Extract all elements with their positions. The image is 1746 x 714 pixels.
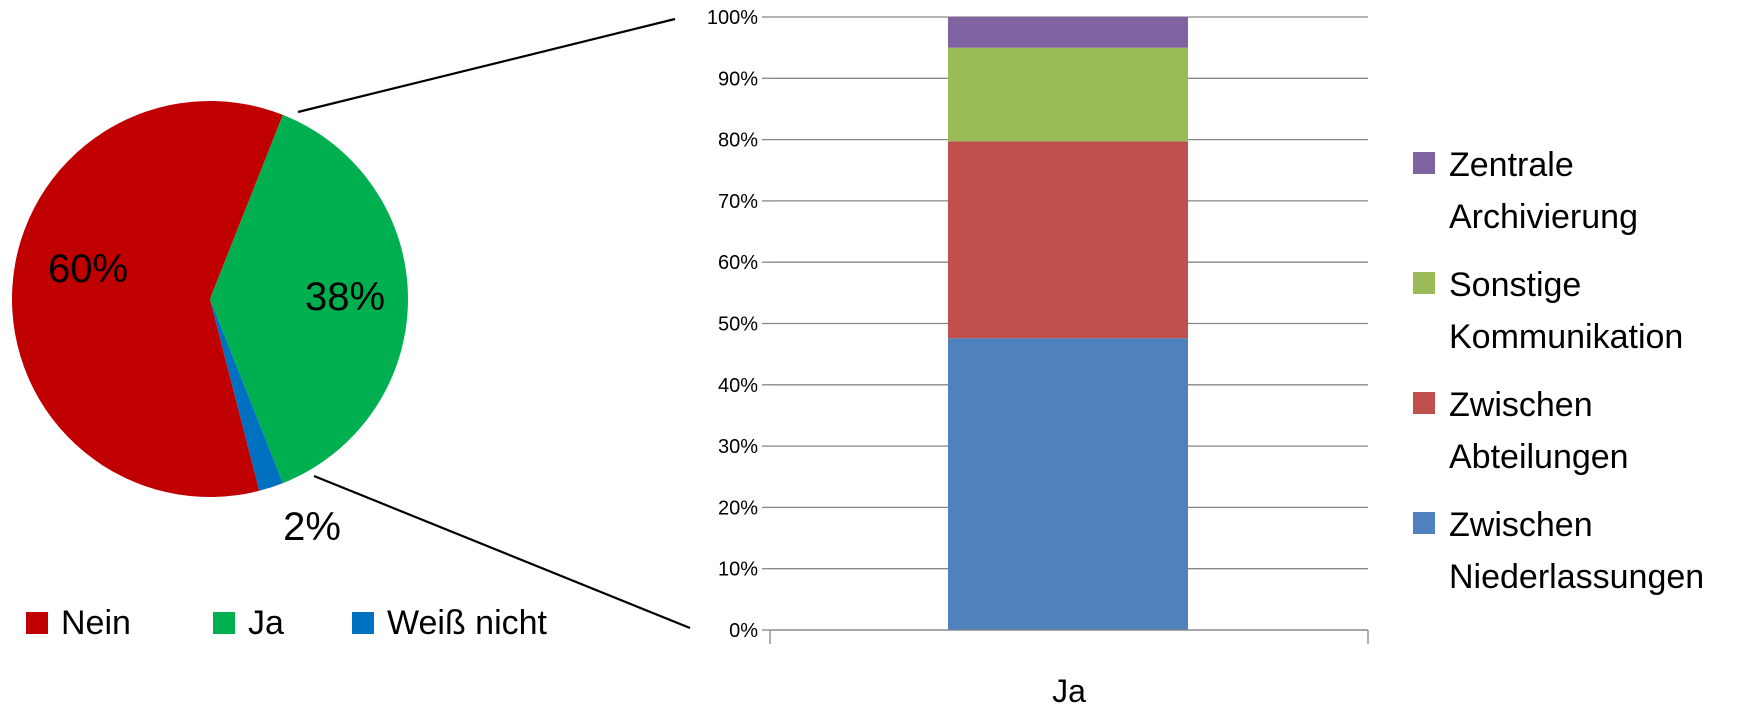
y-tick-label-30: 30% [718, 436, 758, 458]
pie-chart [12, 100, 408, 497]
legend-swatch-zentrale-archivierung [1413, 152, 1435, 174]
y-tick-label-50: 50% [718, 314, 758, 336]
y-tick-label-20: 20% [718, 497, 758, 519]
y-tick-label-60: 60% [718, 252, 758, 274]
bar-x-axis: Ja [769, 629, 1369, 709]
pie-data-label-weiss-nicht: 2% [283, 505, 341, 549]
legend-label-zwischen-niederlassungen-line1: Zwischen [1449, 506, 1593, 544]
y-tick-label-100: 100% [707, 7, 758, 29]
pie-data-labels: 60% 38% 2% [48, 247, 385, 549]
legend-label-zentrale-archivierung-line2: Archivierung [1449, 198, 1638, 236]
stacked-bar [948, 17, 1188, 630]
legend-label-sonstige-kommunikation-line2: Kommunikation [1449, 318, 1683, 356]
legend-swatch-nein [26, 612, 48, 634]
legend-label-sonstige-kommunikation-line1: Sonstige [1449, 266, 1581, 304]
y-tick-label-70: 70% [718, 191, 758, 213]
bar-y-axis: 0% 10% 20% 30% 40% 50% 60% 70% 80% 90% 100% [707, 7, 770, 642]
pie-slice-ja [210, 114, 408, 484]
pie-slice-weiss-nicht [210, 299, 283, 491]
bar-segment-zwischen-abteilungen [948, 141, 1188, 339]
connector-bottom [313, 474, 691, 630]
bar-segment-zwischen-niederlassungen [948, 338, 1188, 630]
x-category-label: Ja [1052, 673, 1086, 709]
y-tick-label-90: 90% [718, 68, 758, 90]
legend-label-zwischen-niederlassungen-line2: Niederlassungen [1449, 558, 1704, 596]
pie-legend: Nein Ja Weiß nicht [26, 604, 548, 642]
bar-legend: Zentrale Archivierung Sonstige Kommunikatio… [1413, 146, 1704, 596]
legend-swatch-zwischen-abteilungen [1413, 392, 1435, 414]
y-tick-label-40: 40% [718, 375, 758, 397]
y-tick-label-0: 0% [729, 620, 758, 642]
legend-swatch-weiss-nicht [352, 612, 374, 634]
legend-label-nein: Nein [61, 604, 131, 642]
legend-swatch-ja [213, 612, 235, 634]
legend-swatch-zwischen-niederlassungen [1413, 512, 1435, 534]
y-tick-label-80: 80% [718, 130, 758, 152]
legend-label-zwischen-abteilungen-line1: Zwischen [1449, 386, 1593, 424]
legend-swatch-sonstige-kommunikation [1413, 272, 1435, 294]
legend-label-ja: Ja [248, 604, 284, 642]
legend-label-zentrale-archivierung-line1: Zentrale [1449, 146, 1574, 184]
pie-to-bar-connectors [297, 17, 691, 630]
pie-slice-nein [12, 100, 283, 497]
legend-label-zwischen-abteilungen-line2: Abteilungen [1449, 438, 1629, 476]
y-tick-label-10: 10% [718, 559, 758, 581]
bar-segment-sonstige-kommunikation [948, 47, 1188, 142]
pie-data-label-nein: 60% [48, 247, 128, 291]
legend-label-weiss-nicht: Weiß nicht [387, 604, 548, 642]
connector-top [297, 17, 676, 114]
pie-data-label-ja: 38% [305, 275, 385, 319]
bar-segment-zentrale-archivierung [948, 17, 1188, 48]
